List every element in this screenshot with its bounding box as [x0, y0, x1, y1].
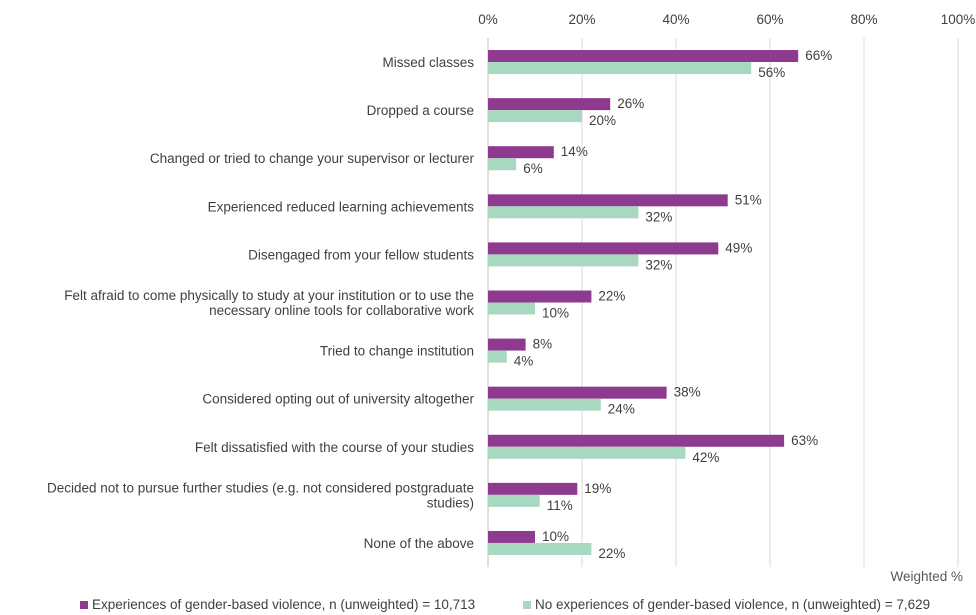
data-label-no-experiences: 20%: [589, 113, 616, 128]
category-label: Disengaged from your fellow students: [248, 247, 474, 262]
bar-experiences: [488, 146, 554, 159]
data-label-experiences: 26%: [617, 96, 644, 111]
legend-item-no-experiences: No experiences of gender-based violence,…: [523, 597, 930, 612]
data-label-no-experiences: 32%: [645, 209, 672, 224]
bar-experiences: [488, 98, 611, 111]
legend-label-experiences: Experiences of gender-based violence, n …: [92, 597, 476, 612]
data-label-experiences: 10%: [542, 529, 569, 544]
data-label-no-experiences: 22%: [598, 546, 625, 561]
x-tick-label: 80%: [850, 12, 877, 27]
bar-no-experiences: [488, 158, 517, 171]
category-label: Tried to change institution: [320, 344, 474, 359]
bar-no-experiences: [488, 206, 639, 219]
x-tick-label: 100%: [941, 12, 976, 27]
data-label-no-experiences: 6%: [523, 161, 543, 176]
bar-experiences: [488, 386, 667, 399]
legend-swatch-experiences: [80, 600, 88, 609]
category-label: Felt afraid to come physically to study …: [64, 288, 474, 303]
category-label: Changed or tried to change your supervis…: [150, 151, 475, 166]
bar-experiences: [488, 194, 728, 207]
bar-experiences: [488, 50, 799, 63]
data-label-no-experiences: 10%: [542, 306, 569, 321]
data-label-experiences: 66%: [805, 48, 832, 63]
data-label-no-experiences: 32%: [645, 257, 672, 272]
bar-experiences: [488, 242, 719, 255]
legend-item-experiences: Experiences of gender-based violence, n …: [80, 597, 475, 612]
data-label-experiences: 19%: [584, 481, 611, 496]
category-label: Decided not to pursue further studies (e…: [47, 480, 474, 495]
x-tick-label: 0%: [478, 12, 498, 27]
bar-no-experiences: [488, 446, 686, 459]
data-label-experiences: 22%: [598, 289, 625, 304]
bar-no-experiences: [488, 398, 601, 411]
bar-no-experiences: [488, 254, 639, 267]
data-label-no-experiences: 42%: [692, 450, 719, 465]
bar-experiences: [488, 434, 785, 447]
data-label-experiences: 14%: [561, 144, 588, 159]
data-label-no-experiences: 4%: [514, 354, 534, 369]
data-label-experiences: 63%: [791, 433, 818, 448]
category-label: Experienced reduced learning achievement…: [208, 199, 475, 214]
bar-no-experiences: [488, 542, 592, 555]
category-label: Considered opting out of university alto…: [202, 392, 474, 407]
category-label: Dropped a course: [367, 103, 474, 118]
data-label-experiences: 51%: [735, 192, 762, 207]
bar-no-experiences: [488, 350, 507, 363]
category-label: Felt dissatisfied with the course of you…: [195, 440, 474, 455]
x-tick-label: 40%: [662, 12, 689, 27]
data-label-experiences: 8%: [533, 337, 553, 352]
data-label-no-experiences: 24%: [608, 402, 635, 417]
x-axis-unit-label: Weighted %: [890, 569, 963, 584]
legend-swatch-no-experiences: [523, 600, 531, 609]
bar-experiences: [488, 482, 578, 495]
category-label: None of the above: [364, 536, 474, 551]
data-label-experiences: 49%: [725, 240, 752, 255]
category-label: necessary online tools for collaborative…: [209, 303, 474, 318]
data-label-no-experiences: 56%: [758, 65, 785, 80]
bar-no-experiences: [488, 302, 535, 315]
bar-no-experiences: [488, 110, 582, 123]
bar-no-experiences: [488, 494, 540, 507]
bar-experiences: [488, 338, 526, 351]
bar-no-experiences: [488, 62, 752, 75]
x-tick-label: 20%: [568, 12, 595, 27]
bar-experiences: [488, 290, 592, 303]
bar-experiences: [488, 530, 535, 543]
legend-label-no-experiences: No experiences of gender-based violence,…: [535, 597, 931, 612]
x-tick-label: 60%: [756, 12, 783, 27]
category-label: Missed classes: [382, 55, 474, 70]
data-label-experiences: 38%: [674, 385, 701, 400]
data-label-no-experiences: 11%: [547, 498, 573, 513]
category-label: studies): [427, 495, 474, 510]
